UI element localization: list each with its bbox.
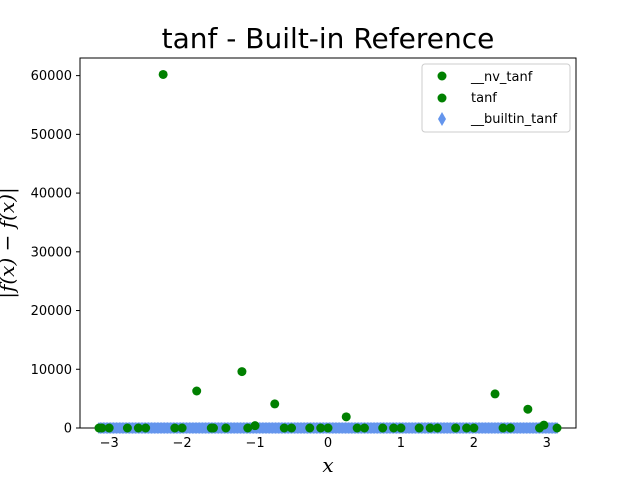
nv-tanf-point [287, 423, 297, 433]
y-axis-ticks: 0 10000 20000 30000 40000 50000 60000 [31, 69, 80, 437]
nv-tanf-point [221, 423, 231, 433]
nv-tanf-point [341, 412, 351, 422]
nv-tanf-point [250, 421, 260, 431]
legend-marker-tanf [437, 93, 447, 103]
nv-tanf-point [104, 423, 114, 433]
nv-tanf-point [432, 423, 442, 433]
y-tick-label: 10000 [31, 363, 72, 378]
nv-tanf-series [94, 69, 562, 433]
legend: __nv_tanf tanf __builtin_tanf [421, 63, 571, 133]
nv-tanf-point [208, 423, 218, 433]
nv-tanf-point [505, 423, 515, 433]
nv-tanf-point [469, 423, 479, 433]
tanf-point [316, 423, 326, 433]
tanf-point [352, 423, 362, 433]
nv-tanf-point [490, 389, 500, 399]
y-axis-label: |f(x) − f(x)| [0, 187, 20, 299]
nv-tanf-point [523, 404, 533, 414]
x-tick-label: 3 [543, 436, 551, 451]
tanf-point [170, 423, 180, 433]
nv-tanf-point [305, 423, 315, 433]
nv-tanf-point [177, 423, 187, 433]
nv-tanf-point [552, 423, 562, 433]
x-tick-label: 1 [397, 436, 405, 451]
nv-tanf-point [158, 69, 168, 79]
nv-tanf-point [192, 386, 202, 396]
tanf-point [462, 423, 472, 433]
nv-tanf-point [323, 423, 333, 433]
nv-tanf-point [359, 423, 369, 433]
nv-tanf-point [270, 399, 280, 409]
x-axis-ticks: −3 −2 −1 0 1 2 3 [100, 428, 551, 451]
nv-tanf-point [539, 420, 549, 430]
y-tick-label: 20000 [31, 304, 72, 319]
y-tick-label: 60000 [31, 69, 72, 84]
legend-marker-builtin-tanf [438, 112, 446, 126]
legend-label-nv-tanf: __nv_tanf [470, 70, 533, 85]
nv-tanf-point [414, 423, 424, 433]
nv-tanf-point [378, 423, 388, 433]
y-tick-label: 40000 [31, 187, 72, 202]
y-tick-label: 50000 [31, 128, 72, 143]
chart-title: tanf - Built-in Reference [162, 22, 495, 55]
tanf-point [389, 423, 399, 433]
tanf-point [498, 423, 508, 433]
nv-tanf-point [94, 423, 104, 433]
legend-label-tanf: tanf [471, 91, 497, 106]
y-tick-label: 30000 [31, 245, 72, 260]
tanf-point [133, 423, 143, 433]
x-tick-label: −2 [173, 436, 192, 451]
tanf-point [425, 423, 435, 433]
legend-marker-nv-tanf [437, 71, 447, 81]
nv-tanf-point [451, 423, 461, 433]
nv-tanf-point [122, 423, 132, 433]
legend-label-builtin-tanf: __builtin_tanf [470, 112, 557, 127]
tanf-point [243, 423, 253, 433]
nv-tanf-point [141, 423, 151, 433]
x-tick-label: −1 [245, 436, 264, 451]
x-axis-label: x [322, 453, 333, 477]
tanf-point [279, 423, 289, 433]
nv-tanf-point [237, 367, 247, 377]
legend-frame [421, 63, 571, 133]
nv-tanf-point [396, 423, 406, 433]
y-tick-label: 0 [64, 422, 72, 437]
x-tick-label: 2 [470, 436, 478, 451]
x-tick-label: −3 [100, 436, 119, 451]
x-tick-label: 0 [324, 436, 332, 451]
